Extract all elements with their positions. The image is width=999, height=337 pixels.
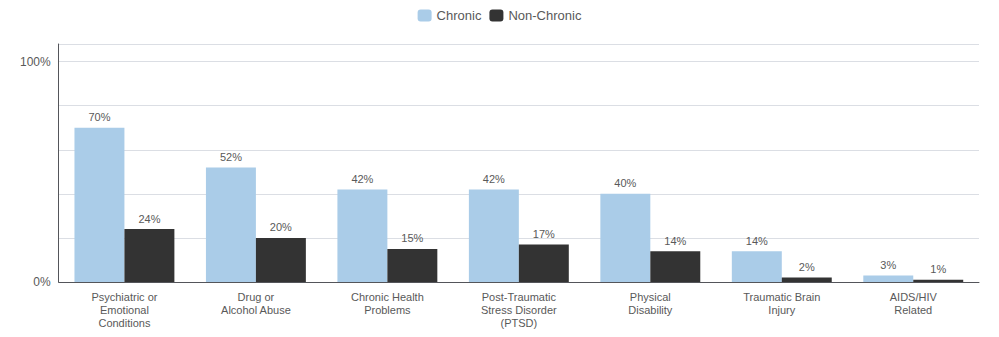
svg-text:15%: 15% (401, 232, 423, 244)
svg-text:Conditions: Conditions (98, 317, 150, 329)
svg-text:Post-Traumatic: Post-Traumatic (482, 291, 557, 303)
svg-text:Physical: Physical (630, 291, 671, 303)
svg-text:AIDS/HIV: AIDS/HIV (890, 291, 938, 303)
svg-text:14%: 14% (746, 235, 768, 247)
svg-text:Disability: Disability (628, 304, 673, 316)
svg-text:Related: Related (894, 304, 932, 316)
svg-text:Emotional: Emotional (100, 304, 149, 316)
svg-text:Drug or: Drug or (238, 291, 275, 303)
svg-text:40%: 40% (614, 177, 636, 189)
svg-text:100%: 100% (20, 55, 51, 69)
svg-text:Chronic Health: Chronic Health (351, 291, 424, 303)
svg-text:Traumatic Brain: Traumatic Brain (743, 291, 820, 303)
svg-text:Non-Chronic: Non-Chronic (508, 8, 581, 23)
svg-text:Stress Disorder: Stress Disorder (481, 304, 557, 316)
svg-text:Psychiatric or: Psychiatric or (91, 291, 157, 303)
svg-text:Alcohol Abuse: Alcohol Abuse (221, 304, 291, 316)
svg-text:2%: 2% (799, 261, 815, 273)
svg-text:Chronic: Chronic (437, 8, 482, 23)
svg-text:3%: 3% (880, 259, 896, 271)
svg-text:52%: 52% (220, 151, 242, 163)
svg-text:17%: 17% (533, 228, 555, 240)
svg-text:Injury: Injury (768, 304, 795, 316)
svg-text:1%: 1% (930, 263, 946, 275)
svg-text:14%: 14% (664, 235, 686, 247)
svg-text:42%: 42% (351, 173, 373, 185)
svg-text:0%: 0% (33, 275, 51, 289)
svg-text:42%: 42% (483, 173, 505, 185)
svg-text:20%: 20% (270, 221, 292, 233)
svg-text:24%: 24% (138, 213, 160, 225)
svg-text:70%: 70% (88, 111, 110, 123)
svg-text:Problems: Problems (364, 304, 411, 316)
svg-text:(PTSD): (PTSD) (501, 317, 538, 329)
